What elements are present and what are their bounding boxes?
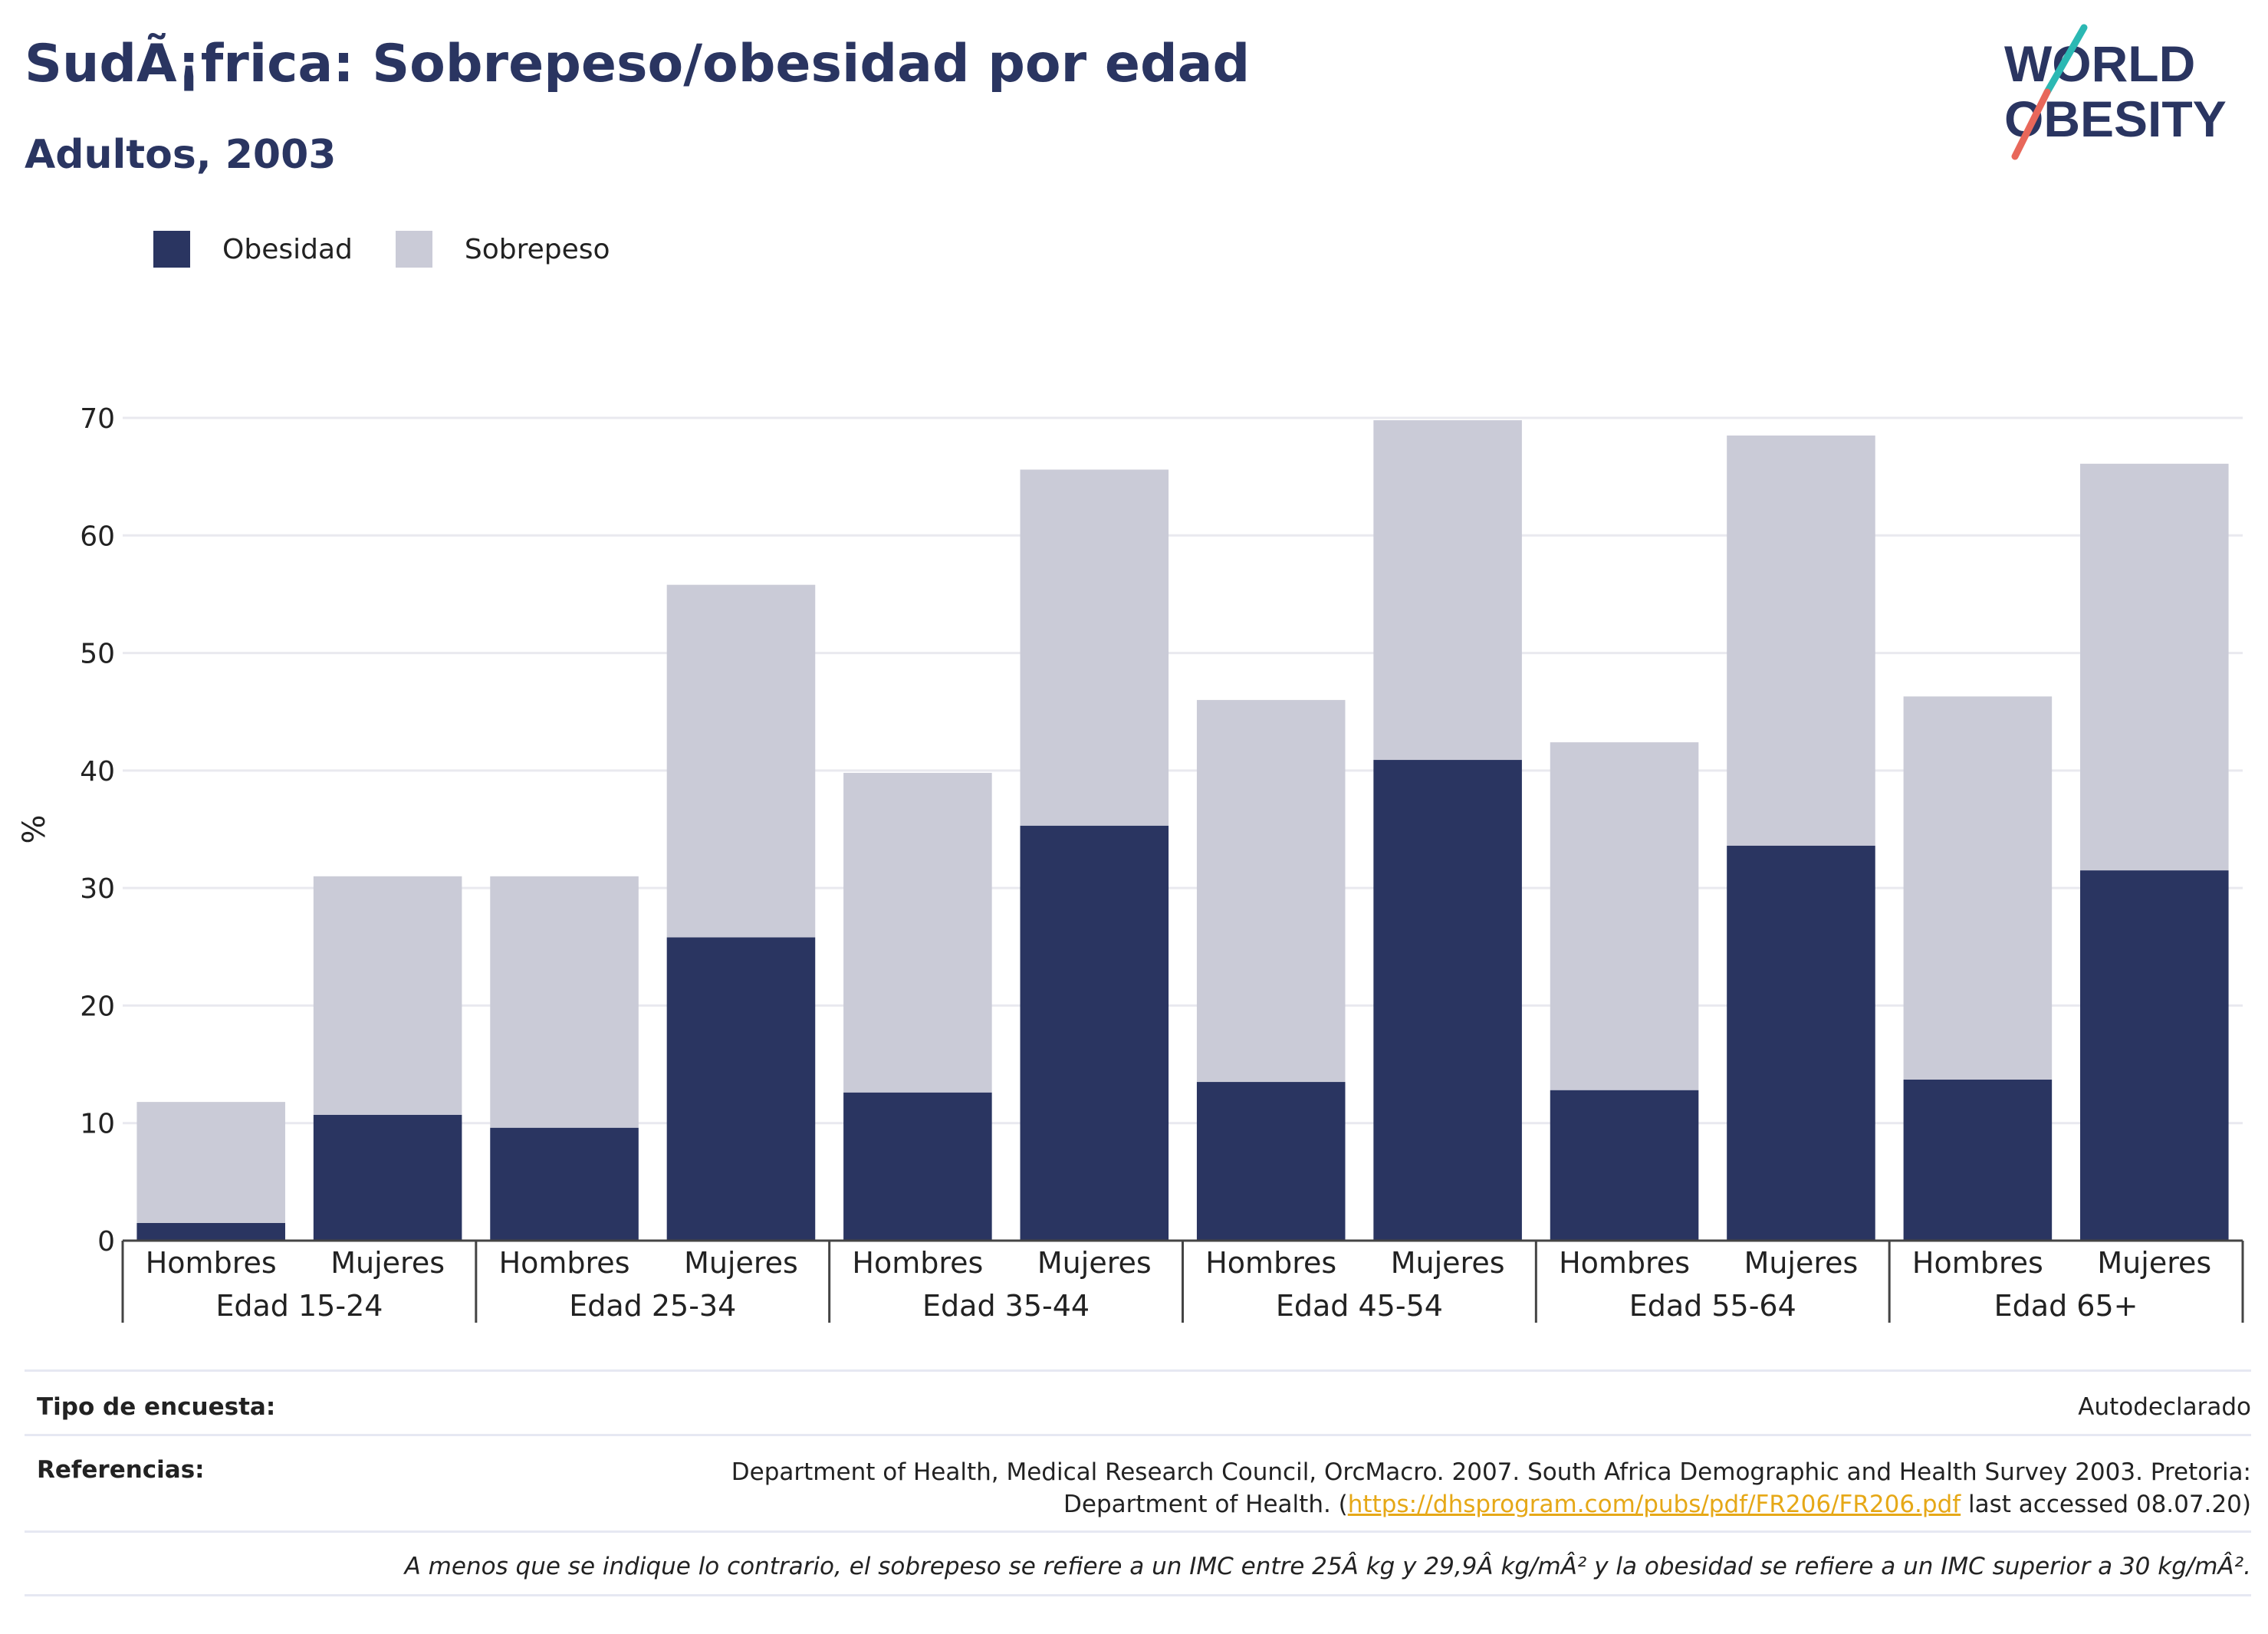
x-group-label: Edad 15-24 <box>215 1289 383 1323</box>
bar-obesity <box>1020 825 1169 1241</box>
y-tick-label: 50 <box>80 639 115 670</box>
world-obesity-logo: WORLD OBESITY <box>2004 24 2227 160</box>
x-group-label: Edad 45-54 <box>1276 1289 1443 1323</box>
x-subcategory-label: Hombres <box>852 1246 983 1280</box>
bar-obesity <box>1550 1090 1699 1241</box>
legend-swatch-overweight <box>395 231 432 268</box>
x-subcategory-label: Mujeres <box>2097 1246 2211 1280</box>
bar-overweight <box>1196 699 1346 1083</box>
page-title: SudÃ¡frica: Sobrepeso/obesidad por edad <box>25 34 1251 94</box>
x-subcategory-label: Mujeres <box>1037 1246 1152 1280</box>
x-subcategory-label: Hombres <box>1912 1246 2043 1280</box>
references-row: Referencias: Department of Health, Medic… <box>25 1434 2251 1533</box>
legend-item-obesity[interactable]: Obesidad <box>153 231 353 268</box>
bar-overweight <box>1550 742 1699 1090</box>
bar-obesity <box>1196 1082 1346 1241</box>
survey-type-value: Autodeclarado <box>2078 1393 2251 1421</box>
bar-obesity <box>136 1223 285 1241</box>
x-subcategory-label: Hombres <box>499 1246 630 1280</box>
y-axis-label: % <box>17 814 52 843</box>
x-subcategory-label: Mujeres <box>684 1246 798 1280</box>
x-subcategory-label: Hombres <box>1559 1246 1690 1280</box>
note-row: A menos que se indique lo contrario, el … <box>25 1530 2251 1596</box>
bar-obesity <box>1727 845 1875 1241</box>
references-label: Referencias: <box>37 1456 205 1484</box>
bar-overweight <box>1020 469 1169 826</box>
references-link[interactable]: https://dhsprogram.com/pubs/pdf/FR206/FR… <box>1347 1491 1961 1518</box>
bar-obesity <box>1903 1079 2053 1241</box>
y-tick-label: 30 <box>80 873 115 905</box>
bar-overweight <box>1727 435 1875 846</box>
bar-obesity <box>313 1114 462 1241</box>
chart-legend: Obesidad Sobrepeso <box>153 230 653 268</box>
references-line1: Department of Health, Medical Research C… <box>731 1458 2251 1486</box>
logo-slash-bottom <box>2011 88 2051 160</box>
bar-overweight <box>1903 696 2053 1080</box>
x-subcategory-label: Mujeres <box>1744 1246 1859 1280</box>
references-line2-prefix: Department of Health. ( <box>1063 1491 1348 1518</box>
bar-overweight <box>666 584 816 938</box>
page-subtitle: Adultos, 2003 <box>25 132 337 178</box>
bar-chart: 0 10 20 30 40 50 60 70% Hombres Mujeres Hombres Muj… <box>17 403 2244 1323</box>
y-tick-label: 0 <box>97 1226 115 1258</box>
x-subcategory-label: Mujeres <box>1391 1246 1505 1280</box>
bar-obesity <box>843 1092 992 1241</box>
logo-slash-top <box>2043 24 2088 96</box>
survey-type-row: Tipo de encuesta: Autodeclarado <box>25 1369 2251 1436</box>
legend-item-overweight[interactable]: Sobrepeso <box>395 231 610 268</box>
y-tick-label: 70 <box>80 403 115 435</box>
bar-overweight <box>1373 420 1522 761</box>
bar-overweight <box>490 876 639 1128</box>
x-group-label: Edad 65+ <box>1994 1289 2138 1323</box>
bar-overweight <box>2080 463 2229 871</box>
legend-label-obesity: Obesidad <box>222 233 353 265</box>
x-group-label: Edad 25-34 <box>569 1289 736 1323</box>
bar-obesity <box>1373 760 1522 1241</box>
y-tick-label: 10 <box>80 1109 115 1140</box>
bar-obesity <box>2080 870 2229 1241</box>
x-subcategory-label: Mujeres <box>330 1246 445 1280</box>
x-subcategory-label: Hombres <box>146 1246 277 1280</box>
legend-swatch-obesity <box>153 231 190 268</box>
bar-overweight <box>843 772 992 1093</box>
bar-obesity <box>490 1127 639 1241</box>
x-group-label: Edad 55-64 <box>1629 1289 1796 1323</box>
survey-type-label: Tipo de encuesta: <box>37 1393 276 1421</box>
x-subcategory-label: Hombres <box>1205 1246 1336 1280</box>
references-line2: Department of Health. (https://dhsprogra… <box>731 1488 2251 1521</box>
bar-obesity <box>666 937 816 1241</box>
references-value: Department of Health, Medical Research C… <box>731 1456 2251 1521</box>
bar-overweight <box>136 1102 285 1224</box>
x-group-label: Edad 35-44 <box>922 1289 1090 1323</box>
logo-line1: WORLD <box>2004 35 2195 92</box>
y-tick-label: 40 <box>80 756 115 787</box>
references-line2-suffix: last accessed 08.07.20) <box>1961 1491 2251 1518</box>
y-tick-label: 20 <box>80 991 115 1022</box>
bar-overweight <box>313 876 462 1115</box>
definition-note: A menos que se indique lo contrario, el … <box>404 1553 2251 1580</box>
legend-label-overweight: Sobrepeso <box>464 233 610 265</box>
y-tick-label: 60 <box>80 521 115 552</box>
